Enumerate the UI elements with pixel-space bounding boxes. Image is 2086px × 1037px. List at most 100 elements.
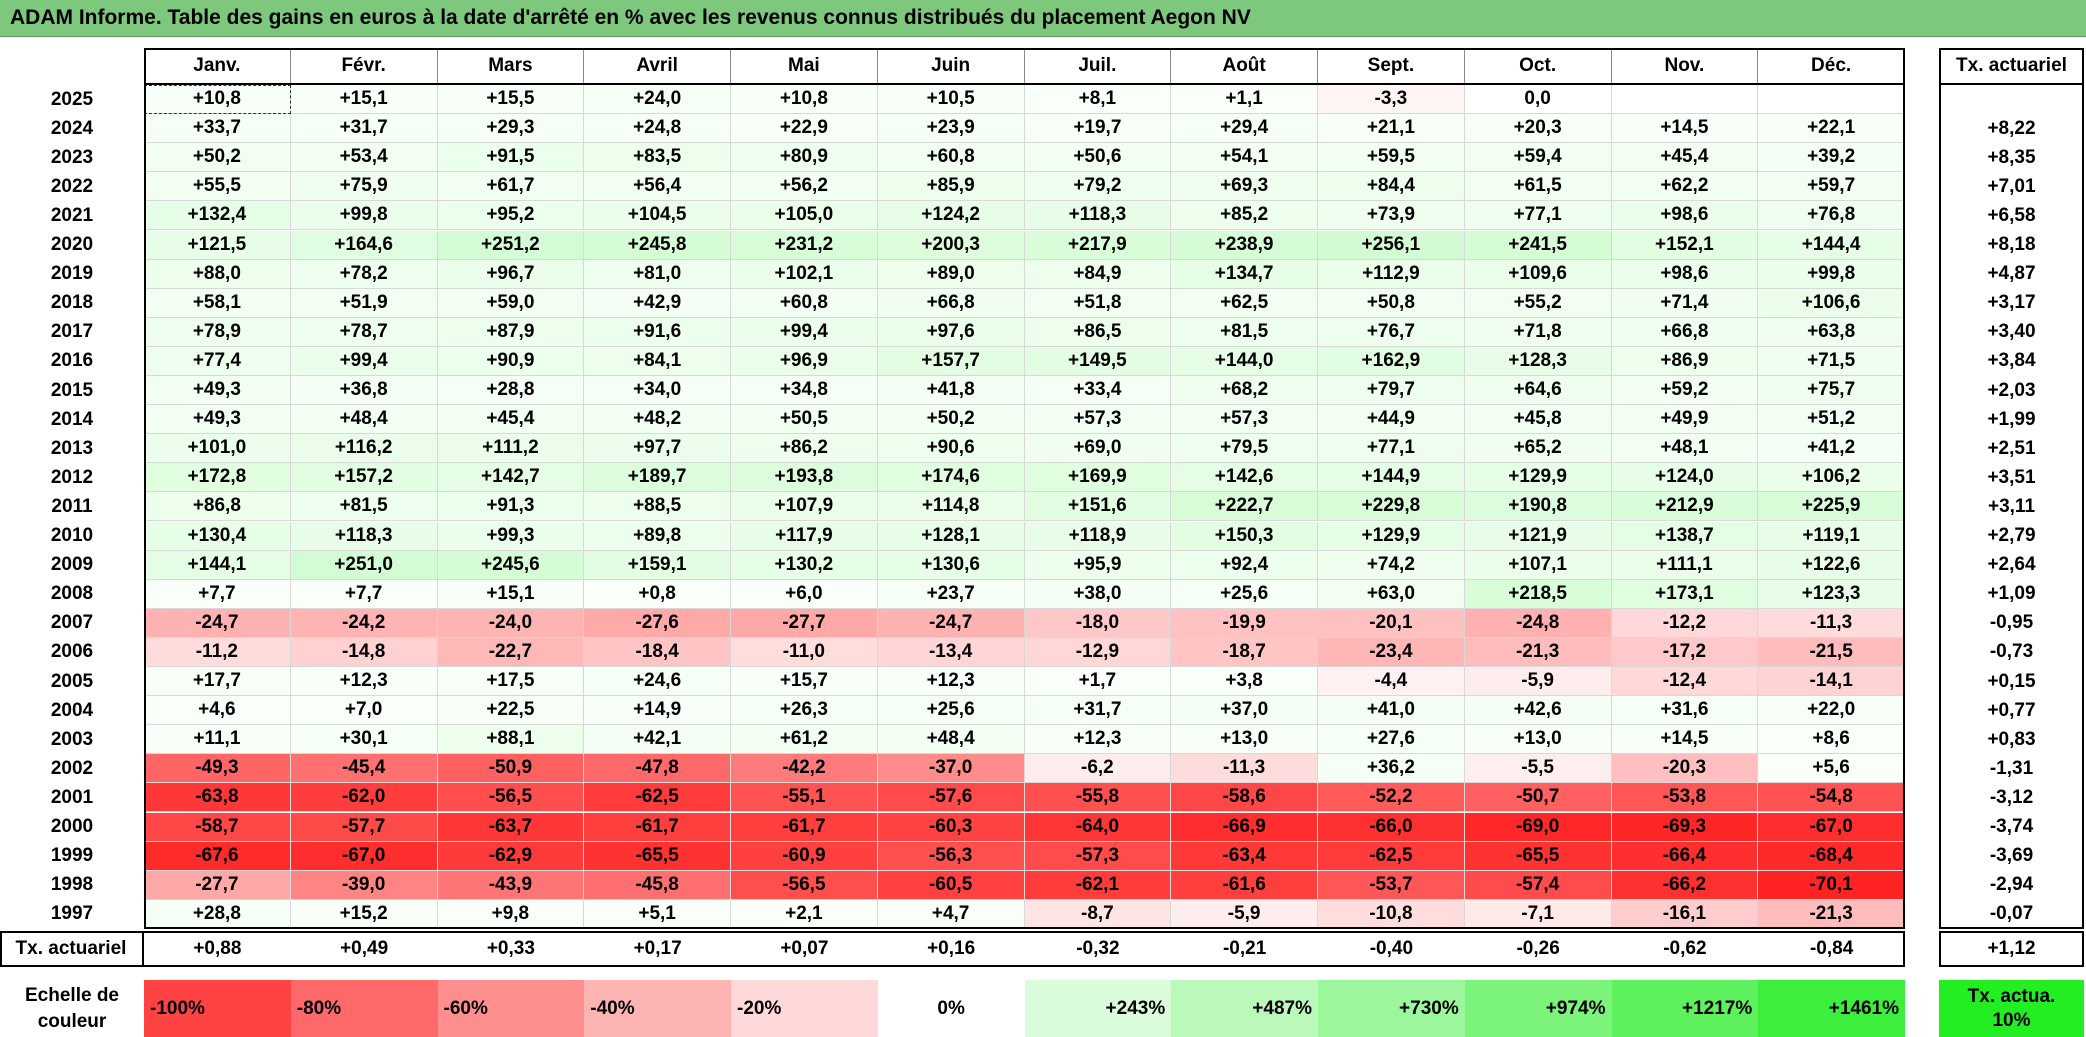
tx-header: Tx. actuariel [1956,54,2067,76]
value-cell: +15,5 [437,85,585,115]
value-cell: +34,8 [731,376,878,406]
value-cell: +241,5 [1464,230,1612,260]
value-cell: +109,6 [1464,259,1612,289]
value-cell: -5,9 [1171,899,1318,929]
value-cell: +123,3 [1758,579,1905,609]
selection [144,85,291,115]
value-cell: +7,7 [144,579,291,609]
value-cell: -53,8 [1611,783,1759,813]
value-cell: +99,3 [437,521,585,551]
value-cell: +64,6 [1464,376,1612,406]
footer-cell: -0,40 [1369,938,1414,959]
value-cell: -65,5 [1464,841,1612,871]
value-cell: +124,2 [877,201,1025,231]
value-cell: -66,9 [1171,812,1318,842]
value-cell: -24,7 [877,608,1025,638]
value-cell: +48,4 [877,725,1025,755]
value-cell: +245,8 [584,230,731,260]
column-header: Sept. [1318,48,1465,83]
value-cell: -23,4 [1318,637,1465,667]
value-cell: +13,0 [1464,725,1612,755]
value-cell: -60,3 [877,812,1025,842]
tx-cell: +3,40 [1987,321,2036,343]
value-cell: +37,0 [1171,696,1318,726]
row-label: 2002 [50,757,94,779]
value-cell: +74,2 [1318,550,1465,580]
value-cell: +84,1 [584,346,731,376]
tx-cell: +4,87 [1987,263,2036,285]
value-cell: -5,5 [1464,754,1612,784]
value-cell: +42,9 [584,288,731,318]
value-cell: +86,8 [144,492,291,522]
value-cell: +88,1 [437,725,585,755]
row-label: 2021 [50,204,94,226]
value-cell: -61,7 [731,812,878,842]
value-cell: -61,6 [1171,870,1318,900]
value-cell: +99,4 [731,317,878,347]
footer-cell: -0,32 [1076,938,1120,959]
value-cell: +60,8 [877,143,1025,173]
value-cell: +15,7 [731,667,878,697]
tx-cell [1939,85,2084,114]
value-cell: -67,0 [290,841,438,871]
value-cell: +169,9 [1024,463,1172,493]
value-cell: +76,7 [1318,317,1465,347]
value-cell: +14,9 [584,696,731,726]
value-cell: -4,4 [1318,667,1465,697]
value-cell: -14,8 [290,637,438,667]
row-label: 2010 [50,525,94,547]
value-cell: -47,8 [584,754,731,784]
value-cell: -11,2 [144,637,291,667]
value-cell: -20,1 [1318,608,1465,638]
value-cell: -62,0 [290,783,438,813]
value-cell: -8,7 [1024,899,1172,929]
value-cell: +96,7 [437,259,585,289]
value-cell: +15,1 [437,579,585,609]
value-cell: +34,0 [584,376,731,406]
value-cell: +75,9 [290,172,438,202]
value-cell: +24,6 [584,667,731,697]
value-cell: +95,9 [1024,550,1172,580]
value-cell: +130,4 [144,521,291,551]
value-cell: +130,6 [877,550,1025,580]
value-cell: -69,3 [1611,812,1759,842]
value-cell: +11,1 [144,725,291,755]
value-cell: +144,1 [144,550,291,580]
value-cell: +19,7 [1024,114,1172,144]
value-cell: +151,6 [1024,492,1172,522]
row-label: 1998 [50,874,94,896]
row-label: 2005 [50,670,94,692]
value-cell: -64,0 [1024,812,1172,842]
value-cell: +38,0 [1024,579,1172,609]
value-cell: -24,2 [290,608,438,638]
value-cell: +59,0 [437,288,585,318]
value-cell: +48,4 [290,405,438,435]
value-cell: +85,9 [877,172,1025,202]
value-cell: +88,5 [584,492,731,522]
tx-cell: +6,58 [1987,204,2036,226]
row-label: 2011 [51,495,93,517]
value-cell: +30,1 [290,725,438,755]
value-cell: +12,3 [1024,725,1172,755]
value-cell: +44,9 [1318,405,1465,435]
value-cell: +68,2 [1171,376,1318,406]
value-cell: -54,8 [1758,783,1905,813]
value-cell: -18,7 [1171,637,1318,667]
value-cell: +62,2 [1611,172,1759,202]
title: ADAM Informe. Table des gains en euros à… [0,0,2086,37]
legend-swatch: +974% [1464,980,1612,1037]
value-cell: -21,3 [1464,637,1612,667]
value-cell: +27,6 [1318,725,1465,755]
value-cell: +90,6 [877,434,1025,464]
value-cell: +159,1 [584,550,731,580]
value-cell: +80,9 [731,143,878,173]
column-header: Oct. [1465,48,1612,83]
value-cell: +21,1 [1318,114,1465,144]
value-cell: +45,4 [437,405,585,435]
value-cell: -66,0 [1318,812,1465,842]
value-cell: +24,8 [584,114,731,144]
tx-cell: +3,84 [1987,350,2036,372]
value-cell: -3,3 [1318,85,1465,115]
tx-cell: -1,31 [1989,757,2034,779]
column-header: Mars [438,48,585,83]
